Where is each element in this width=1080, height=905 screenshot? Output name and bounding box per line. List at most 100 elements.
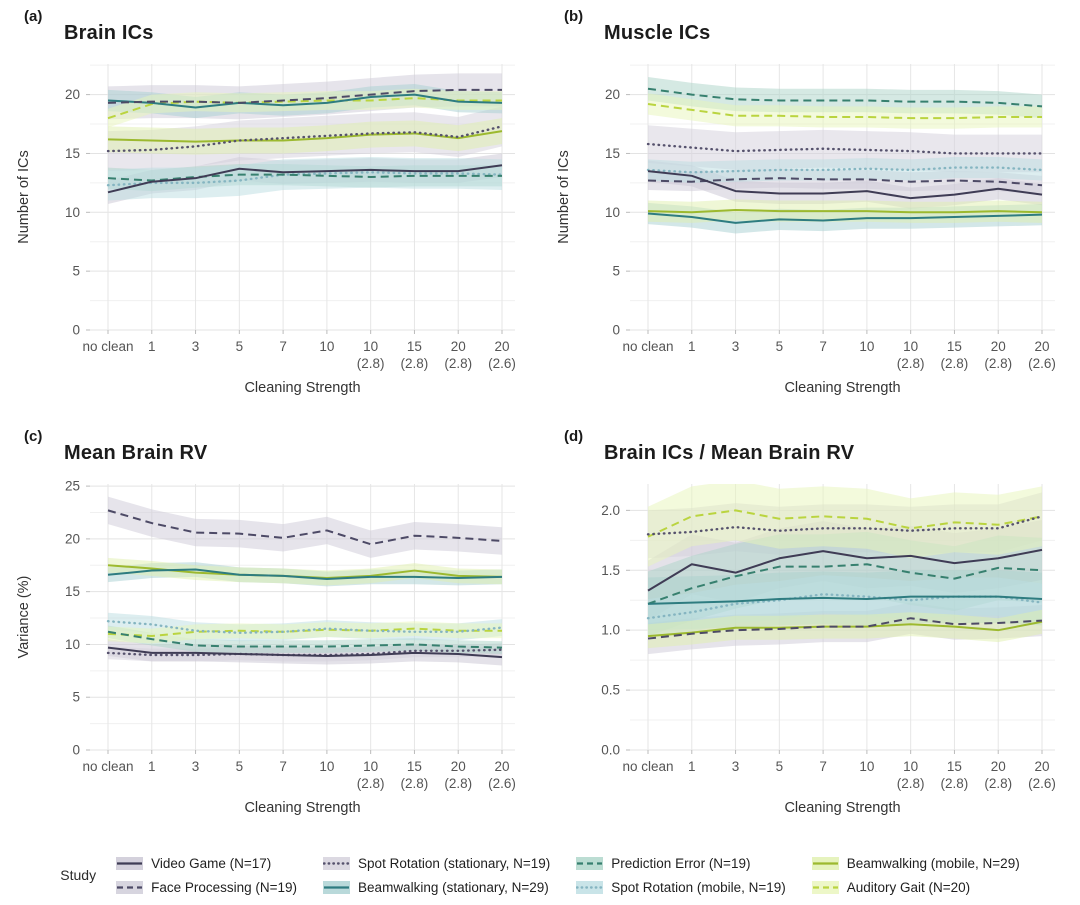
x-tick-label: (2.8) xyxy=(984,356,1012,371)
legend-item-video_game: Video Game (N=17) xyxy=(116,855,297,872)
prediction_error-line xyxy=(107,173,502,182)
auditory_gait-line xyxy=(107,97,502,120)
panel-letter: (a) xyxy=(24,8,43,25)
beamwalking_stationary-line xyxy=(107,93,503,109)
x-tick-label: (2.8) xyxy=(941,356,969,371)
legend-item-spot_rotation_stationary: Spot Rotation (stationary, N=19) xyxy=(323,855,550,872)
x-tick-label: 15 xyxy=(947,339,962,354)
legend-label: Prediction Error (N=19) xyxy=(611,855,751,871)
y-tick-label: 15 xyxy=(65,584,80,599)
y-axis-title: Number of ICs xyxy=(556,150,572,243)
x-tick-label: (2.8) xyxy=(401,776,429,791)
y-tick-label: 20 xyxy=(65,531,80,546)
spot_rotation_stationary-legend-key-icon xyxy=(323,856,351,870)
x-tick-label: 1 xyxy=(688,339,696,354)
x-tick-label: 20 xyxy=(494,339,509,354)
brain-ics-chart: 0 5 10 15 20 no clean 1 3 5 7 10 10 (2.8) 15 (2.8) 20 (2… xyxy=(16,64,516,396)
y-tick-label: 10 xyxy=(65,205,80,220)
x-tick-label: (2.8) xyxy=(444,776,472,791)
x-tick-label: no clean xyxy=(622,339,673,354)
panel-letter: (b) xyxy=(564,8,584,25)
x-tick-label: (2.6) xyxy=(488,356,516,371)
y-tick-label: 1.5 xyxy=(601,563,620,578)
y-tick-label: 10 xyxy=(65,637,80,652)
prediction_error-line xyxy=(647,87,1043,108)
x-tick-label: 5 xyxy=(236,759,244,774)
legend-label: Video Game (N=17) xyxy=(151,855,272,871)
prediction_error-line xyxy=(107,630,503,649)
video_game-line xyxy=(107,164,503,194)
x-tick-label: 7 xyxy=(279,759,287,774)
spot_rotation_stationary-line xyxy=(106,125,504,153)
x-tick-label: no clean xyxy=(82,759,133,774)
x-tick-label: 3 xyxy=(192,759,200,774)
x-tick-label: 3 xyxy=(192,339,200,354)
y-tick-label: 5 xyxy=(72,690,80,705)
x-tick-label: 20 xyxy=(991,339,1006,354)
legend-label: Beamwalking (stationary, N=29) xyxy=(358,879,549,895)
panel-letter: (d) xyxy=(564,428,584,445)
y-tick-label: 1.0 xyxy=(601,623,620,638)
beamwalking_mobile-ribbon xyxy=(108,118,502,155)
y-tick-label: 0 xyxy=(72,323,80,338)
mean-brain-rv-chart: 0 5 10 15 20 25 no clean 1 3 5 7 10 10 (2.8) 15 (2.8) 20… xyxy=(16,479,516,816)
panel-brain-ics-per-rv: (d) Brain ICs / Mean Brain RV 0.0 0.5 1.0 1… xyxy=(540,420,1080,840)
y-tick-label: 0.0 xyxy=(601,743,620,758)
x-tick-label: 7 xyxy=(819,339,827,354)
x-tick-label: 10 xyxy=(319,759,334,774)
legend-item-beamwalking_stationary: Beamwalking (stationary, N=29) xyxy=(323,879,550,896)
x-tick-label: (2.6) xyxy=(488,776,516,791)
panel-title: Mean Brain RV xyxy=(64,442,208,464)
spot_rotation_mobile-line xyxy=(646,166,1044,174)
y-tick-label: 5 xyxy=(612,264,620,279)
legend-grid: Video Game (N=17) Face Processing (N=19) S… xyxy=(116,855,1020,896)
x-axis-title: Cleaning Strength xyxy=(784,380,900,396)
panel-mean-brain-rv: (c) Mean Brain RV 0 5 10 15 20 25 no clean 1 3 5 7… xyxy=(0,420,540,840)
spot_rotation_mobile-ribbon xyxy=(108,156,502,201)
panel-title: Brain ICs / Mean Brain RV xyxy=(604,442,855,464)
legend-label: Face Processing (N=19) xyxy=(151,879,298,895)
x-tick-label: 10 xyxy=(319,339,334,354)
x-axis-title: Cleaning Strength xyxy=(244,800,360,816)
x-tick-label: 10 xyxy=(859,339,874,354)
muscle-ics-chart: 0 5 10 15 20 no clean 1 3 5 7 10 10 (2.8) 15 (2.8) 20 (2… xyxy=(556,64,1056,396)
x-axis-title: Cleaning Strength xyxy=(784,800,900,816)
panel-muscle-ics: (b) Muscle ICs 0 5 10 15 20 no clean 1 3 5 7 10 10 (… xyxy=(540,0,1080,420)
x-tick-label: 20 xyxy=(991,759,1006,774)
x-tick-label: 20 xyxy=(1034,759,1049,774)
auditory_gait-ribbon xyxy=(108,88,502,128)
auditory_gait-line xyxy=(647,103,1042,120)
panel-brain-ics: (a) Brain ICs 0 5 10 15 20 no clean 1 3 5 7 10 10 (2… xyxy=(0,0,540,420)
x-tick-label: no clean xyxy=(622,759,673,774)
beamwalking_stationary-line xyxy=(647,595,1043,605)
x-tick-label: (2.8) xyxy=(897,356,925,371)
prediction_error-line xyxy=(647,563,1043,605)
x-tick-label: 20 xyxy=(494,759,509,774)
auditory_gait-line xyxy=(647,509,1043,538)
x-tick-label: 7 xyxy=(279,339,287,354)
y-tick-label: 15 xyxy=(605,146,620,161)
x-tick-label: (2.6) xyxy=(1028,776,1056,791)
video_game-legend-key-icon xyxy=(116,856,144,870)
video_game-line xyxy=(647,170,1043,200)
y-tick-label: 25 xyxy=(65,479,80,494)
y-tick-label: 0 xyxy=(612,323,620,338)
x-tick-label: 20 xyxy=(1034,339,1049,354)
x-tick-label: (2.8) xyxy=(357,776,385,791)
x-tick-label: (2.8) xyxy=(941,776,969,791)
x-tick-label: (2.8) xyxy=(444,356,472,371)
x-tick-label: 5 xyxy=(776,339,784,354)
auditory_gait-ribbon xyxy=(108,621,502,644)
x-tick-label: 15 xyxy=(407,759,422,774)
x-tick-label: 10 xyxy=(859,759,874,774)
spot_rotation_stationary-line xyxy=(646,515,1044,536)
x-tick-label: (2.6) xyxy=(1028,356,1056,371)
panel-title: Muscle ICs xyxy=(604,22,711,44)
legend-label: Auditory Gait (N=20) xyxy=(846,879,971,895)
face_processing-line xyxy=(107,88,502,104)
x-tick-label: 10 xyxy=(363,339,378,354)
legend-label: Beamwalking (mobile, N=29) xyxy=(846,855,1020,871)
prediction_error-ribbon xyxy=(108,625,502,654)
video_game-line xyxy=(647,548,1043,592)
